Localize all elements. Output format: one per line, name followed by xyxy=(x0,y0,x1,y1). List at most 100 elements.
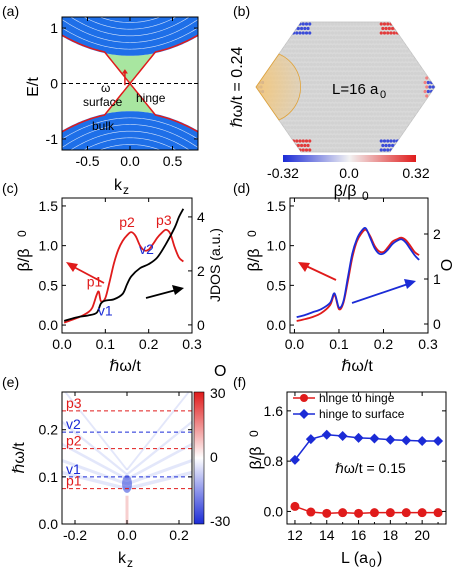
lattice-site xyxy=(256,31,257,35)
lattice-site xyxy=(428,112,432,116)
lattice-site xyxy=(417,116,421,121)
lattice-site xyxy=(356,94,361,98)
lattice-site xyxy=(355,134,359,139)
lattice-site xyxy=(301,40,305,44)
lattice-site xyxy=(404,98,408,103)
lattice-site xyxy=(256,130,260,134)
lattice-site xyxy=(363,94,367,98)
lattice-site xyxy=(306,53,310,58)
lattice-site xyxy=(425,121,429,125)
lattice-site xyxy=(391,71,395,76)
lattice-site xyxy=(352,134,356,139)
lattice-site xyxy=(256,26,258,31)
lattice-site xyxy=(321,139,325,143)
lattice-site xyxy=(350,58,354,62)
lattice-site xyxy=(358,98,362,103)
lattice-site xyxy=(431,139,435,143)
lattice-site xyxy=(316,107,320,112)
lattice-site xyxy=(425,85,429,89)
lattice-site xyxy=(352,125,356,130)
lattice-site xyxy=(366,139,370,143)
lattice-site xyxy=(358,143,362,148)
lattice-site xyxy=(256,98,258,103)
lattice-site xyxy=(365,134,369,139)
lattice-site xyxy=(431,22,435,26)
lattice-site xyxy=(267,116,271,121)
lattice-site xyxy=(397,44,401,49)
lattice-site xyxy=(330,31,335,35)
lattice-site xyxy=(322,134,326,139)
lattice-site xyxy=(332,107,336,112)
lattice-site xyxy=(358,35,362,40)
lattice-site xyxy=(282,130,286,134)
lattice-site xyxy=(404,125,408,130)
lattice-site xyxy=(322,125,326,130)
lattice-site xyxy=(264,134,268,139)
lattice-site xyxy=(259,103,263,107)
lattice-site xyxy=(421,121,426,125)
lattice-site xyxy=(374,44,378,49)
lattice-site xyxy=(378,71,382,76)
lattice-site xyxy=(410,89,414,94)
lattice-site xyxy=(322,89,326,94)
lattice-site xyxy=(326,26,330,31)
lattice-site xyxy=(339,143,343,148)
lattice-site xyxy=(345,80,349,85)
lattice-site xyxy=(308,31,312,35)
lattice-site xyxy=(283,125,287,130)
lattice-site xyxy=(321,76,325,80)
lattice-site xyxy=(340,31,344,35)
reference-label-v2: v2 xyxy=(66,416,81,432)
lattice-site xyxy=(361,89,365,94)
lattice-site xyxy=(400,107,404,112)
y-tick-label: 0 xyxy=(50,76,58,92)
lattice-site xyxy=(335,62,339,67)
lattice-site xyxy=(313,80,317,85)
lattice-site xyxy=(287,125,291,130)
lattice-site xyxy=(314,148,318,152)
lattice-site xyxy=(288,22,292,26)
lattice-site xyxy=(412,103,416,107)
lattice-site xyxy=(363,121,367,125)
lattice-site xyxy=(327,22,331,26)
y-tick-label: 0.1 xyxy=(39,469,59,485)
lattice-site xyxy=(353,94,357,98)
lattice-site xyxy=(295,49,299,53)
y-tick-label: 0.0 xyxy=(267,317,287,333)
lattice-site xyxy=(353,112,357,116)
lattice-site xyxy=(261,125,265,130)
panel-e-xlabel: k xyxy=(118,550,127,567)
lattice-site xyxy=(265,31,270,35)
lattice-site xyxy=(343,67,348,71)
lattice-site xyxy=(319,134,323,139)
lattice-site xyxy=(397,53,401,58)
lattice-site xyxy=(426,116,430,121)
lattice-site xyxy=(301,49,305,53)
lattice-site xyxy=(298,103,302,107)
lattice-site xyxy=(423,125,427,130)
lattice-site xyxy=(415,40,419,44)
lattice-site xyxy=(324,85,328,89)
lattice-site xyxy=(358,53,362,58)
lattice-site xyxy=(392,67,396,71)
data-point-circle xyxy=(338,508,348,518)
lattice-site xyxy=(407,98,411,103)
lattice-site xyxy=(330,67,335,71)
lattice-site xyxy=(306,89,310,94)
lattice-site xyxy=(293,44,297,49)
lattice-site xyxy=(387,44,391,49)
lattice-site xyxy=(306,107,310,112)
lattice-site xyxy=(389,94,393,98)
y2-tick-label: 0 xyxy=(197,317,205,333)
lattice-site xyxy=(384,98,388,103)
lattice-site xyxy=(363,85,367,89)
lattice-site xyxy=(355,71,359,76)
colorbar-b-tick-mid: 0.0 xyxy=(339,165,359,181)
panel-f-xlabel-sub: 0 xyxy=(369,556,376,570)
lattice-site xyxy=(340,85,344,89)
label-bulk: bulk xyxy=(92,119,115,133)
y-tick-label: 1.0 xyxy=(267,238,287,254)
lattice-site xyxy=(400,26,404,31)
lattice-site xyxy=(282,40,286,44)
lattice-site xyxy=(434,40,435,44)
